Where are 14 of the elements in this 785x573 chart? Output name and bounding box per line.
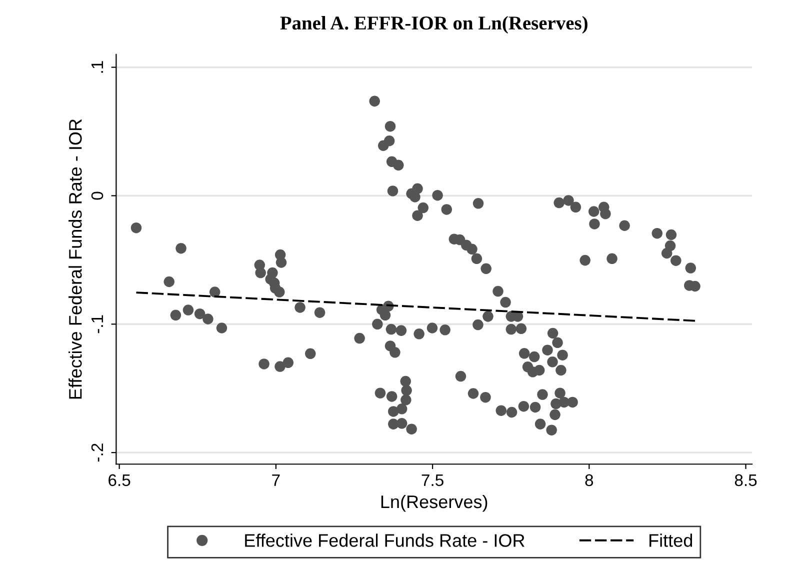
y-tick-label: .1: [92, 61, 103, 73]
x-tick-label: 7.5: [422, 474, 444, 486]
x-axis-title: Ln(Reserves): [381, 494, 488, 512]
x-tick-label: 8.5: [734, 474, 757, 486]
y-axis-title: Effective Federal Funds Rate - IOR: [68, 119, 82, 399]
y-tick-label: -.2: [91, 444, 103, 462]
legend-label: Fitted: [650, 534, 692, 547]
y-tick-label: 0: [91, 192, 104, 200]
y-tick-label: -.1: [92, 315, 103, 334]
x-tick-label: 8: [585, 474, 594, 486]
legend-label: Effective Federal Funds Rate - IOR: [245, 534, 524, 547]
chart-title: Panel A. EFFR-IOR on Ln(Reserves): [280, 16, 588, 34]
x-tick-label: 7: [272, 474, 280, 486]
x-tick-label: 6.5: [108, 474, 130, 486]
